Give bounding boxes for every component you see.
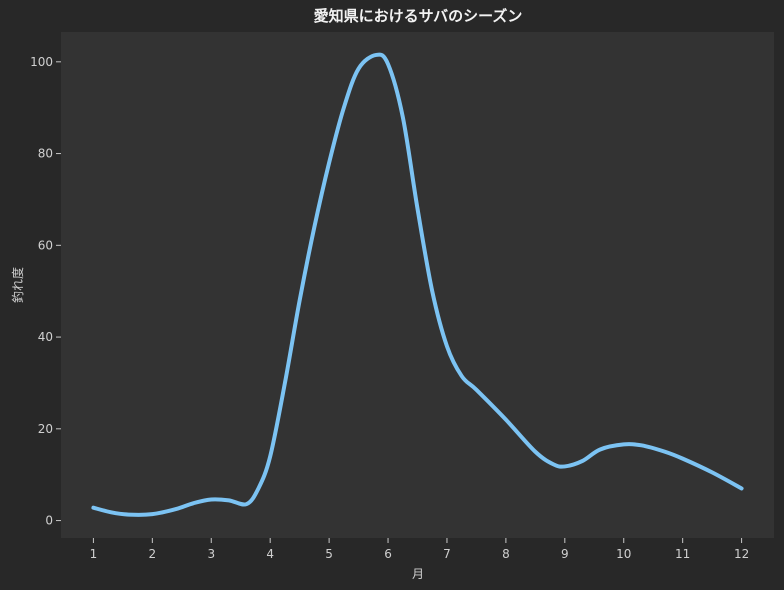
x-tick-label: 3: [207, 547, 215, 561]
plot-area: [61, 32, 774, 538]
x-axis-label: 月: [412, 567, 424, 581]
y-tick-label: 80: [38, 147, 53, 161]
y-tick-label: 40: [38, 330, 53, 344]
y-tick-label: 0: [45, 514, 53, 528]
x-tick-label: 10: [616, 547, 631, 561]
x-tick-label: 1: [90, 547, 98, 561]
x-tick-label: 12: [734, 547, 749, 561]
x-tick-label: 8: [502, 547, 510, 561]
series-line: [91, 52, 744, 517]
x-tick-label: 4: [266, 547, 274, 561]
x-tick-label: 7: [443, 547, 451, 561]
x-tick-label: 2: [149, 547, 157, 561]
x-tick-label: 5: [325, 547, 333, 561]
y-tick-label: 60: [38, 238, 53, 252]
y-tick-label: 100: [30, 55, 53, 69]
x-axis: 1 2 3 4 5 6 7 8 9 10 11 12: [90, 538, 749, 561]
y-axis: 0 20 40 60 80 100: [30, 55, 61, 528]
x-tick-label: 11: [675, 547, 690, 561]
y-axis-label: 釣れ度: [10, 267, 25, 303]
x-tick-label: 9: [561, 547, 569, 561]
x-tick-label: 6: [384, 547, 392, 561]
chart-title: 愛知県におけるサバのシーズン: [314, 7, 523, 25]
y-tick-label: 20: [38, 422, 53, 436]
